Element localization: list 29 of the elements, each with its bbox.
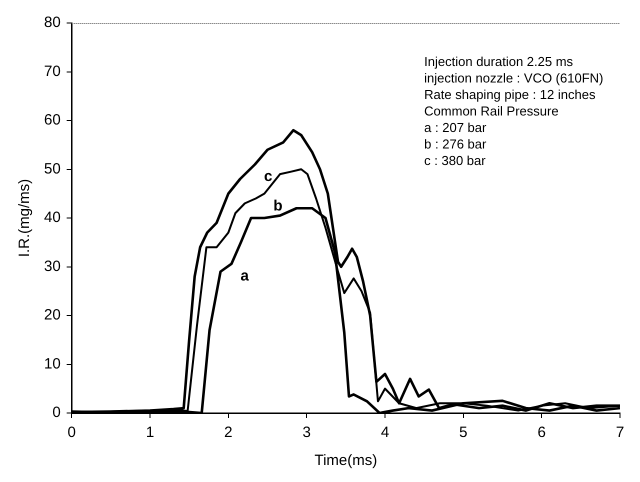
annotation: Common Rail Pressure xyxy=(424,104,559,119)
x-tick-label: 7 xyxy=(616,424,624,442)
x-tick-label: 2 xyxy=(224,424,233,442)
y-tick-label: 30 xyxy=(44,258,61,275)
annotation: injection nozzle : VCO (610FN) xyxy=(424,70,604,86)
x-tick-label: 1 xyxy=(146,424,154,442)
y-tick-label: 0 xyxy=(52,404,61,422)
x-axis-title: Time(ms) xyxy=(314,452,378,470)
annotation: a : 207 bar xyxy=(424,120,487,136)
y-tick-label: 10 xyxy=(44,355,61,372)
x-tick-label: 6 xyxy=(537,424,546,442)
x-tick-label: 3 xyxy=(302,424,311,442)
y-tick-label: 70 xyxy=(44,62,61,80)
y-tick-label: 60 xyxy=(44,112,61,129)
y-tick-label: 50 xyxy=(44,160,61,178)
x-tick-label: 4 xyxy=(380,424,390,442)
y-axis-title: I.R.(mg/ms) xyxy=(16,178,34,258)
annotation: Rate shaping pipe : 12 inches xyxy=(424,87,596,102)
annotation: b : 276 bar xyxy=(424,136,487,152)
annotation: b xyxy=(273,197,283,214)
annotation: c : 380 bar xyxy=(424,153,486,168)
x-tick-label: 0 xyxy=(68,424,76,442)
y-tick-label: 20 xyxy=(44,306,61,324)
y-tick-label: 40 xyxy=(44,209,61,226)
y-tick-label: 80 xyxy=(44,14,61,32)
x-tick-label: 5 xyxy=(459,424,468,442)
annotation: a xyxy=(240,267,250,284)
annotation: c xyxy=(264,168,272,186)
annotation: Injection duration 2.25 ms xyxy=(424,54,574,70)
